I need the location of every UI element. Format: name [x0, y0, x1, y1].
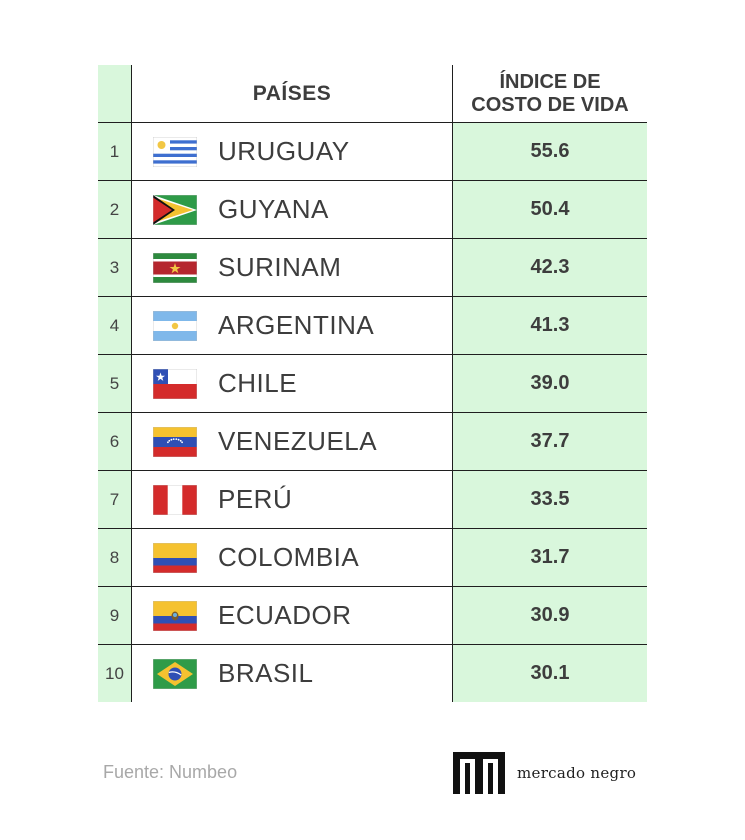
country-name: ECUADOR [218, 600, 352, 630]
guyana-flag-icon [153, 194, 197, 225]
rank-cell: 4 [98, 297, 132, 354]
index-value: 33.5 [453, 471, 647, 528]
colombia-flag-icon [153, 542, 197, 573]
country-cell: URUGUAY [132, 123, 453, 180]
country-cell: PERÚ [132, 471, 453, 528]
table-header-row: PAÍSES ÍNDICE DE COSTO DE VIDA [98, 65, 647, 122]
venezuela-flag-icon [153, 426, 197, 457]
index-value: 42.3 [453, 239, 647, 296]
country-name: URUGUAY [218, 136, 350, 166]
rank-cell: 8 [98, 529, 132, 586]
table-row: 3 SURINAM 42.3 [98, 238, 647, 296]
rank-cell: 9 [98, 587, 132, 644]
suriname-flag-icon [153, 252, 197, 283]
country-name: COLOMBIA [218, 542, 360, 572]
index-value: 41.3 [453, 297, 647, 354]
country-cell: ARGENTINA [132, 297, 453, 354]
brand: mercado negro [453, 752, 636, 794]
rank-cell: 7 [98, 471, 132, 528]
rank-header-cell [98, 65, 132, 122]
index-value: 37.7 [453, 413, 647, 470]
chile-flag-icon [153, 368, 197, 399]
country-name: ARGENTINA [218, 310, 375, 340]
table-row: 1 URUGUAY 55.6 [98, 122, 647, 180]
country-name: VENEZUELA [218, 426, 378, 456]
table-row: 10 BRASIL 30.1 [98, 644, 647, 702]
country-cell: COLOMBIA [132, 529, 453, 586]
country-name: SURINAM [218, 252, 342, 282]
country-name: CHILE [218, 368, 298, 398]
table-body: 1 URUGUAY 55.6 2 GUYANA 50.4 3 SURINAM 42.3 4 ARGE… [98, 122, 647, 702]
peru-flag-icon [153, 484, 197, 515]
brand-name: mercado negro [517, 764, 637, 782]
index-header-line2: COSTO DE VIDA [471, 93, 629, 116]
country-cell: VENEZUELA [132, 413, 453, 470]
index-header: ÍNDICE DE COSTO DE VIDA [453, 65, 647, 122]
ecuador-flag-icon [153, 600, 197, 631]
table-row: 7 PERÚ 33.5 [98, 470, 647, 528]
index-value: 30.9 [453, 587, 647, 644]
mercado-negro-logo-icon [453, 752, 505, 794]
country-cell: CHILE [132, 355, 453, 412]
country-cell: ECUADOR [132, 587, 453, 644]
country-cell: BRASIL [132, 645, 453, 702]
rank-cell: 10 [98, 645, 132, 702]
argentina-flag-icon [153, 310, 197, 341]
country-name: GUYANA [218, 194, 329, 224]
table-row: 2 GUYANA 50.4 [98, 180, 647, 238]
country-name: PERÚ [218, 484, 293, 514]
table-row: 9 ECUADOR 30.9 [98, 586, 647, 644]
country-cell: GUYANA [132, 181, 453, 238]
rank-cell: 2 [98, 181, 132, 238]
index-header-line1: ÍNDICE DE [499, 70, 601, 93]
table-row: 6 VENEZUELA 37.7 [98, 412, 647, 470]
index-value: 39.0 [453, 355, 647, 412]
table-row: 5 CHILE 39.0 [98, 354, 647, 412]
index-value: 50.4 [453, 181, 647, 238]
country-name: BRASIL [218, 658, 314, 688]
cost-of-living-table: PAÍSES ÍNDICE DE COSTO DE VIDA 1 URUGUAY 5… [98, 65, 647, 702]
countries-header: PAÍSES [132, 65, 453, 122]
table-row: 8 COLOMBIA 31.7 [98, 528, 647, 586]
index-value: 31.7 [453, 529, 647, 586]
rank-cell: 3 [98, 239, 132, 296]
country-cell: SURINAM [132, 239, 453, 296]
rank-cell: 6 [98, 413, 132, 470]
table-row: 4 ARGENTINA 41.3 [98, 296, 647, 354]
source-note: Fuente: Numbeo [103, 762, 238, 782]
brazil-flag-icon [153, 658, 197, 689]
uruguay-flag-icon [153, 136, 197, 167]
index-value: 30.1 [453, 645, 647, 702]
rank-cell: 1 [98, 123, 132, 180]
index-value: 55.6 [453, 123, 647, 180]
rank-cell: 5 [98, 355, 132, 412]
